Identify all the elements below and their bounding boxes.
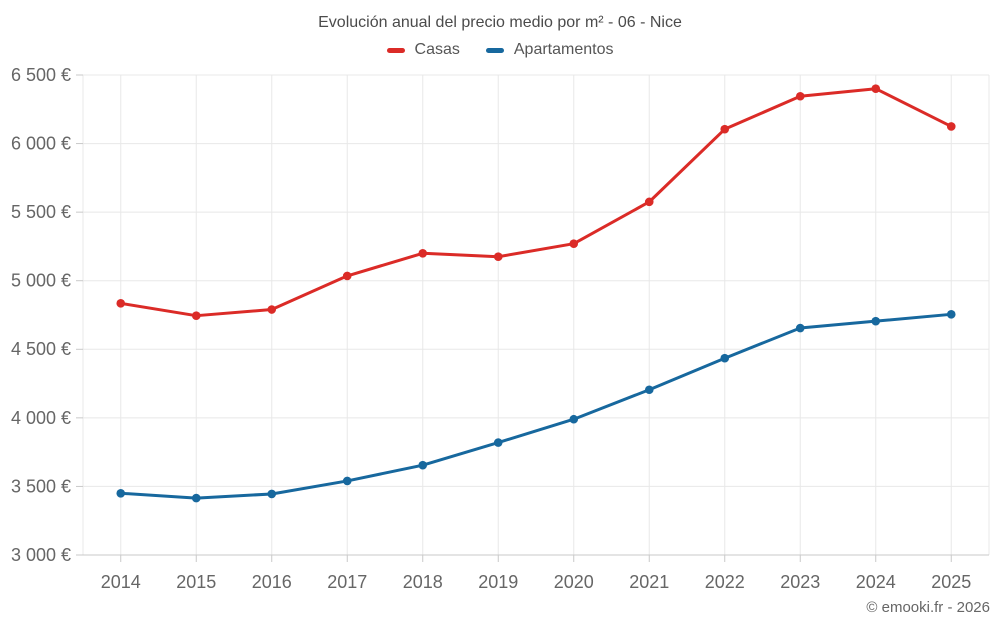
- data-point-apartamentos-2021[interactable]: [644, 385, 654, 395]
- data-point-apartamentos-2025[interactable]: [946, 310, 956, 319]
- data-point-apartamentos-2022[interactable]: [720, 353, 730, 363]
- data-point-apartamentos-2014[interactable]: [116, 488, 126, 498]
- x-axis-label: 2015: [176, 572, 216, 592]
- x-axis-label: 2018: [403, 572, 443, 592]
- series-line-apartamentos: [119, 312, 953, 500]
- data-point-casas-2022[interactable]: [720, 124, 730, 134]
- y-axis-label: 6 500 €: [11, 65, 71, 85]
- data-point-casas-2017[interactable]: [342, 271, 352, 281]
- data-point-casas-2018[interactable]: [418, 248, 428, 258]
- x-axis-label: 2019: [478, 572, 518, 592]
- data-point-casas-2024[interactable]: [871, 84, 881, 94]
- x-axis-label: 2020: [554, 572, 594, 592]
- legend-swatch-apartamentos-icon: [485, 47, 504, 53]
- y-axis-label: 4 500 €: [11, 339, 71, 359]
- y-axis-label: 3 000 €: [11, 545, 71, 565]
- data-point-casas-2015[interactable]: [191, 311, 201, 320]
- x-axis-label: 2024: [856, 572, 896, 592]
- data-point-apartamentos-2016[interactable]: [267, 489, 277, 499]
- data-point-casas-2014[interactable]: [116, 299, 126, 308]
- y-axis-label: 6 000 €: [11, 134, 71, 154]
- x-axis-label: 2021: [629, 572, 669, 592]
- data-point-casas-2016[interactable]: [267, 305, 277, 314]
- data-point-apartamentos-2017[interactable]: [342, 476, 352, 486]
- y-axis-label: 3 500 €: [11, 476, 71, 496]
- x-axis-label: 2017: [327, 572, 367, 592]
- x-axis-label: 2025: [931, 572, 971, 592]
- y-axis-label: 5 500 €: [11, 202, 71, 222]
- data-point-casas-2020[interactable]: [569, 239, 579, 248]
- data-point-apartamentos-2019[interactable]: [493, 438, 503, 447]
- x-axis-label: 2022: [705, 572, 745, 592]
- data-point-casas-2025[interactable]: [946, 122, 956, 131]
- legend-item-casas[interactable]: Casas: [386, 41, 460, 59]
- legend-swatch-casas-icon: [386, 47, 405, 53]
- data-point-apartamentos-2020[interactable]: [569, 414, 579, 424]
- y-axis-label: 5 000 €: [11, 271, 71, 291]
- data-point-apartamentos-2023[interactable]: [795, 323, 805, 333]
- data-point-apartamentos-2018[interactable]: [418, 460, 428, 470]
- legend-item-apartamentos[interactable]: Apartamentos: [485, 41, 614, 59]
- data-point-casas-2023[interactable]: [795, 91, 805, 101]
- series-line-casas: [119, 87, 953, 318]
- x-axis-label: 2016: [252, 572, 292, 592]
- data-point-apartamentos-2024[interactable]: [871, 316, 881, 326]
- legend-label-apartamentos: Apartamentos: [513, 41, 614, 58]
- legend-label-casas: Casas: [414, 41, 460, 58]
- data-point-casas-2019[interactable]: [493, 252, 503, 262]
- data-point-casas-2021[interactable]: [644, 197, 654, 207]
- chart-legend: Casas Apartamentos: [0, 41, 1000, 59]
- data-point-apartamentos-2015[interactable]: [191, 493, 201, 503]
- x-axis-label: 2014: [101, 572, 141, 592]
- copyright-note: © emooki.fr - 2026: [866, 599, 990, 616]
- y-axis-label: 4 000 €: [11, 408, 71, 428]
- x-axis-label: 2023: [780, 572, 820, 592]
- chart-title: Evolución anual del precio medio por m² …: [318, 14, 682, 31]
